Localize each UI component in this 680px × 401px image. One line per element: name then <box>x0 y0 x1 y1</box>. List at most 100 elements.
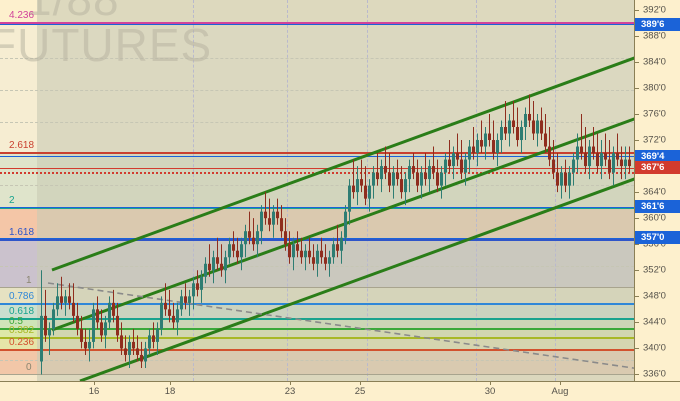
candle-body[interactable] <box>576 146 579 160</box>
price-badge-resistance[interactable]: 389'6 <box>635 17 680 31</box>
candle-body[interactable] <box>296 244 299 251</box>
candle-body[interactable] <box>332 244 335 258</box>
candle-body[interactable] <box>300 250 303 258</box>
candle-body[interactable] <box>104 322 107 336</box>
candle-body[interactable] <box>224 257 227 271</box>
candle-body[interactable] <box>92 309 95 342</box>
candle-body[interactable] <box>248 231 251 238</box>
candle-body[interactable] <box>108 302 111 323</box>
candle-body[interactable] <box>452 153 455 167</box>
candle-body[interactable] <box>480 140 483 147</box>
candle-body[interactable] <box>152 335 155 342</box>
candle-body[interactable] <box>84 341 87 349</box>
candle-body[interactable] <box>176 309 179 323</box>
candle-body[interactable] <box>244 231 247 245</box>
candle-body[interactable] <box>592 146 595 154</box>
candle-body[interactable] <box>364 185 367 199</box>
candle-body[interactable] <box>384 166 387 173</box>
candle-body[interactable] <box>292 244 295 258</box>
candle-body[interactable] <box>216 257 219 264</box>
candle-body[interactable] <box>148 335 151 349</box>
candle-body[interactable] <box>420 172 423 186</box>
candle-body[interactable] <box>584 153 587 167</box>
fib-level-line[interactable] <box>0 152 634 154</box>
candle-body[interactable] <box>340 237 343 251</box>
fib-level-line[interactable] <box>0 349 634 351</box>
fib-level-line[interactable] <box>0 287 634 288</box>
candle-body[interactable] <box>500 127 503 141</box>
candle-body[interactable] <box>464 159 467 173</box>
candle-body[interactable] <box>380 166 383 180</box>
candle-body[interactable] <box>48 328 51 336</box>
candle-body[interactable] <box>60 296 63 303</box>
price-badge-support[interactable]: 361'6 <box>635 200 680 214</box>
candle-body[interactable] <box>624 159 627 167</box>
candle-body[interactable] <box>212 257 215 271</box>
candle-body[interactable] <box>596 153 599 167</box>
candle-body[interactable] <box>220 263 223 271</box>
candle-body[interactable] <box>132 341 135 349</box>
candle-body[interactable] <box>492 140 495 154</box>
candle-body[interactable] <box>360 179 363 186</box>
fib-level-line[interactable] <box>0 303 634 305</box>
candle-body[interactable] <box>252 237 255 245</box>
candle-body[interactable] <box>348 185 351 212</box>
candle-body[interactable] <box>548 146 551 160</box>
candle-body[interactable] <box>540 120 543 134</box>
candle-body[interactable] <box>520 127 523 141</box>
candle-body[interactable] <box>284 231 287 245</box>
candle-body[interactable] <box>536 120 539 134</box>
fib-level-line[interactable] <box>0 374 634 375</box>
candle-body[interactable] <box>40 315 43 362</box>
price-badge-support[interactable]: 357'0 <box>635 231 680 245</box>
candle-body[interactable] <box>544 133 547 147</box>
candle-body[interactable] <box>496 140 499 154</box>
candle-body[interactable] <box>448 159 451 167</box>
candle-body[interactable] <box>44 315 47 336</box>
candle-body[interactable] <box>168 309 171 316</box>
candlestick-series[interactable] <box>0 0 634 381</box>
candle-body[interactable] <box>408 166 411 180</box>
price-axis[interactable]: 392'0 388'0 384'0 380'0 376'0 372'0 364'0 360'0… <box>634 0 680 381</box>
candle-body[interactable] <box>192 283 195 297</box>
candle-body[interactable] <box>488 133 491 141</box>
channel-line-lower[interactable] <box>79 177 634 381</box>
candle-body[interactable] <box>120 335 123 349</box>
candle-body[interactable] <box>208 263 211 271</box>
candle-body[interactable] <box>508 120 511 134</box>
time-axis[interactable]: 16 18 23 25 30 Aug <box>0 381 680 401</box>
candle-body[interactable] <box>416 172 419 186</box>
candle-body[interactable] <box>180 296 183 310</box>
candle-body[interactable] <box>272 211 275 225</box>
candle-body[interactable] <box>552 159 555 173</box>
candle-body[interactable] <box>304 250 307 258</box>
price-badge-last[interactable]: 369'4 <box>635 149 680 163</box>
candle-body[interactable] <box>424 172 427 180</box>
candle-body[interactable] <box>68 296 71 303</box>
candle-body[interactable] <box>468 146 471 160</box>
candle-body[interactable] <box>64 296 67 303</box>
candle-body[interactable] <box>324 257 327 264</box>
candle-body[interactable] <box>556 172 559 186</box>
candle-body[interactable] <box>516 127 519 141</box>
fib-level-line[interactable] <box>0 22 634 24</box>
candle-body[interactable] <box>612 153 615 173</box>
candle-body[interactable] <box>560 172 563 186</box>
candle-body[interactable] <box>616 153 619 160</box>
candle-body[interactable] <box>444 159 447 173</box>
candle-body[interactable] <box>580 146 583 154</box>
fib-level-line[interactable] <box>0 337 634 339</box>
fib-level-line[interactable] <box>0 239 634 241</box>
candle-body[interactable] <box>396 172 399 180</box>
chart-plot-area[interactable]: 1/88 FUTURES 4.2362.61821.61810.7860.618… <box>0 0 634 381</box>
candle-body[interactable] <box>188 296 191 303</box>
candle-body[interactable] <box>352 185 355 193</box>
channel-line-upper[interactable] <box>51 56 634 272</box>
candle-body[interactable] <box>116 315 119 336</box>
candle-body[interactable] <box>52 309 55 329</box>
candle-body[interactable] <box>604 153 607 160</box>
fib-level-line[interactable] <box>0 318 634 320</box>
candle-body[interactable] <box>428 166 431 180</box>
candle-body[interactable] <box>276 211 279 219</box>
candle-body[interactable] <box>136 348 139 355</box>
